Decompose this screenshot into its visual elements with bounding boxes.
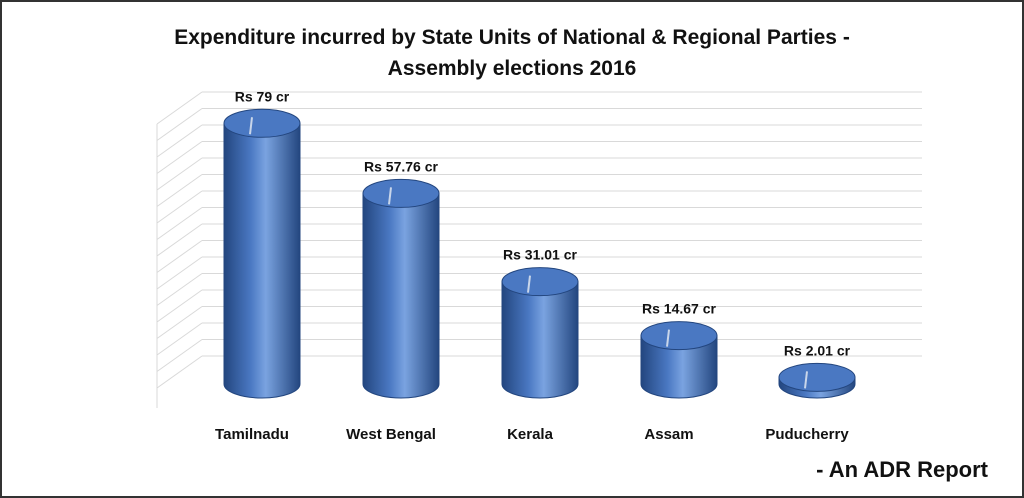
side-gridline <box>156 190 203 224</box>
chart-title-line-2: Assembly elections 2016 <box>387 57 637 80</box>
bar-top-marker <box>804 371 808 389</box>
side-gridline <box>156 322 203 356</box>
bar-assam <box>640 321 718 399</box>
source-note: - An ADR Report <box>816 457 988 482</box>
side-gridline <box>156 223 203 257</box>
side-gridline <box>156 141 203 174</box>
bar-top-marker <box>666 329 670 347</box>
bar-body <box>640 335 718 399</box>
side-gridline <box>156 289 203 323</box>
category-label: Kerala <box>507 426 554 443</box>
bar-top <box>640 321 718 351</box>
bar-top-marker <box>527 275 531 293</box>
side-gridline <box>156 256 203 290</box>
side-gridline <box>156 91 203 125</box>
bar-tamilnadu <box>223 108 301 399</box>
bar-body <box>223 122 301 399</box>
side-gridline <box>156 124 203 158</box>
side-gridline <box>156 240 203 273</box>
bar-kerala <box>501 267 579 399</box>
bar-body <box>501 281 579 399</box>
data-label: Rs 31.01 cr <box>503 247 577 263</box>
category-label: Assam <box>644 426 693 443</box>
category-label: Puducherry <box>765 426 849 443</box>
chart-title: Expenditure incurred by State Units of N… <box>2 22 1022 84</box>
side-gridline <box>156 174 203 207</box>
chart-title-line-1: Expenditure incurred by State Units of N… <box>174 26 850 49</box>
data-label: Rs 2.01 cr <box>784 342 851 358</box>
side-gridline <box>156 207 203 240</box>
side-gridline <box>156 108 203 141</box>
data-label: Rs 79 cr <box>235 88 290 104</box>
bar-puducherry <box>778 362 856 399</box>
side-gridline <box>156 306 203 339</box>
bar-top <box>362 178 440 208</box>
category-label: Tamilnadu <box>215 426 289 443</box>
bar-top <box>223 108 301 138</box>
category-label: West Bengal <box>346 426 436 443</box>
bar-top <box>501 267 579 297</box>
side-gridline <box>156 273 203 306</box>
side-gridline <box>156 355 203 389</box>
data-label: Rs 57.76 cr <box>364 158 438 174</box>
side-gridline <box>156 339 203 372</box>
data-label: Rs 14.67 cr <box>642 301 716 317</box>
bar-west-bengal <box>362 178 440 399</box>
bar-body <box>362 192 440 399</box>
bar-top <box>778 362 856 392</box>
bar-top-marker <box>249 117 253 135</box>
side-gridline <box>156 157 203 191</box>
bar-top-marker <box>388 187 392 205</box>
